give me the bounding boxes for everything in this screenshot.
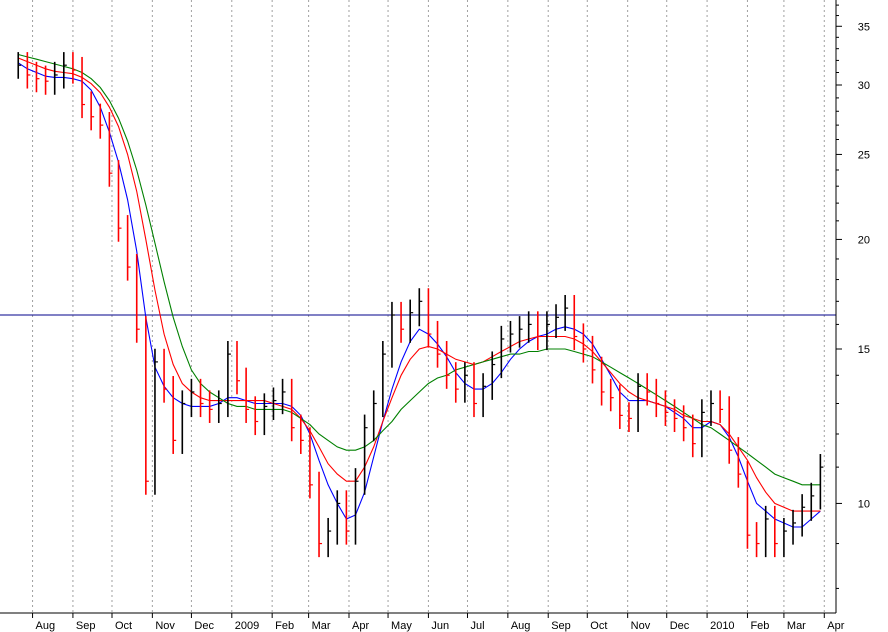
y-tick-label: 20 [858,234,870,246]
x-tick-label: Sep [551,620,571,632]
moving-average-line [17,62,821,528]
x-tick-label: Aug [36,620,56,632]
y-tick-label: 35 [858,21,870,33]
moving-average-line [17,57,821,512]
x-tick-label: Jul [470,620,484,632]
x-tick-labels: Aug Sep Oct Nov Dec 2009 Feb Mar Apr May Jun Jul Aug… [32,613,845,632]
axes [0,0,837,614]
x-tick-label: Mar [312,620,331,632]
x-tick-label: Apr [352,620,369,632]
y-tick-label: 30 [858,80,870,92]
x-tick-label: Nov [155,620,175,632]
x-tick-label: Nov [631,620,651,632]
y-tick-label: 10 [858,498,870,510]
x-tick-label: Apr [827,620,844,632]
x-tick-label: Dec [670,620,690,632]
x-tick-label: Aug [511,620,531,632]
x-tick-label: Feb [275,620,294,632]
y-tick-labels: 10 15 20 25 30 35 [836,4,870,589]
x-tick-label: 2010 [710,620,734,632]
x-tick-label: May [391,620,412,632]
moving-average-lines [17,53,821,528]
x-tick-label: Oct [115,620,132,632]
x-tick-label: Feb [750,620,769,632]
x-tick-label: Sep [76,620,96,632]
x-tick-label: Oct [590,620,607,632]
y-tick-label: 15 [858,344,870,356]
price-bars [17,52,824,558]
x-tick-label: Jun [431,620,449,632]
y-tick-label: 25 [858,149,870,161]
moving-average-line [18,53,821,486]
plot-background [0,0,836,613]
x-tick-label: Dec [194,620,214,632]
x-tick-label: Mar [787,620,806,632]
x-tick-label: 2009 [235,620,259,632]
